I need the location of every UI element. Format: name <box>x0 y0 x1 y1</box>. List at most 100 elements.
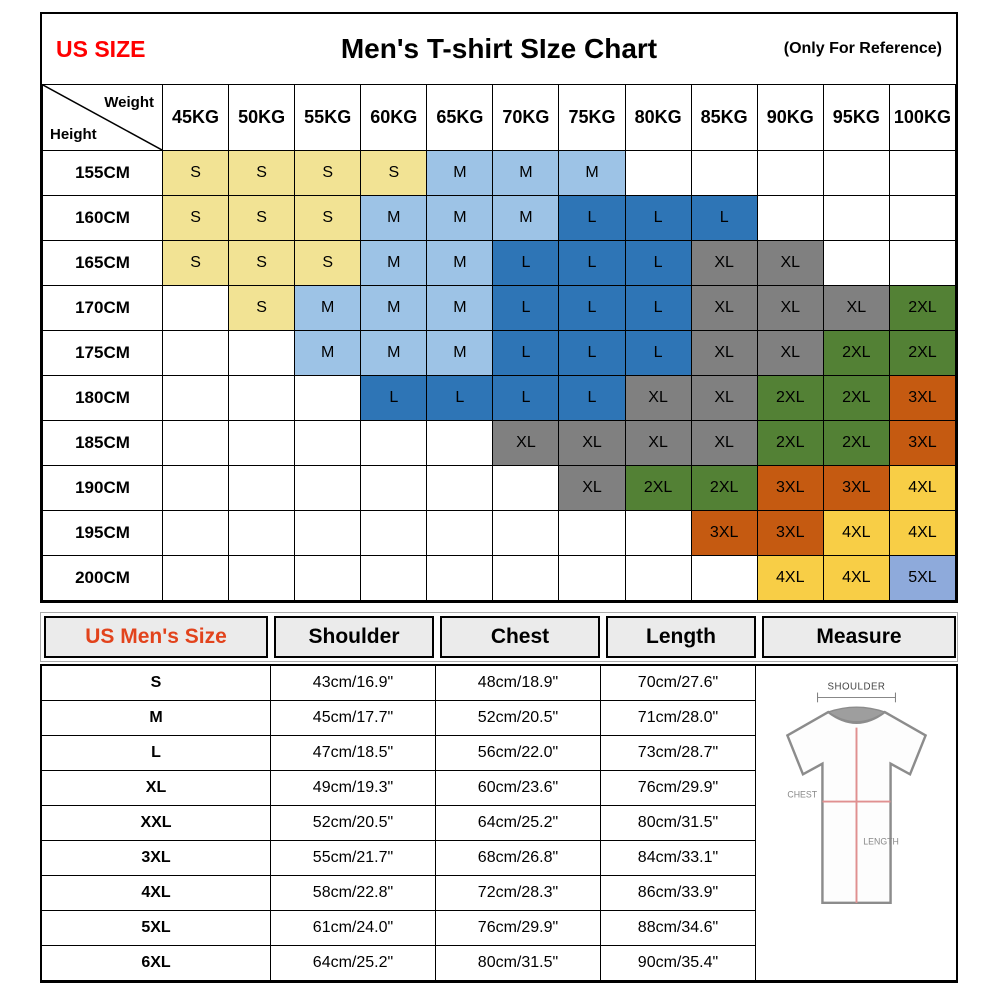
size-cell: 2XL <box>888 285 957 331</box>
size-name-cell: 6XL <box>42 946 271 981</box>
size-cell: L <box>492 330 560 376</box>
shoulder-value-cell: 43cm/16.9" <box>271 666 436 701</box>
size-name-cell: XXL <box>42 806 271 841</box>
height-row-header: 165CM <box>42 240 163 286</box>
empty-cell <box>426 420 494 466</box>
size-cell: 4XL <box>822 555 890 601</box>
empty-cell <box>426 510 494 556</box>
size-cell: M <box>426 240 494 286</box>
size-cell: M <box>360 195 428 241</box>
weight-column-header: 45KG <box>161 84 230 151</box>
empty-cell <box>756 150 824 196</box>
size-cell: L <box>426 375 494 421</box>
measure-diagram-cell: SHOULDER CHEST LENGTH <box>756 666 956 981</box>
length-value-cell: 84cm/33.1" <box>601 841 756 876</box>
length-value-cell: 71cm/28.0" <box>601 701 756 736</box>
empty-cell <box>624 150 692 196</box>
empty-cell <box>228 465 296 511</box>
size-cell: XL <box>624 420 692 466</box>
chest-value-cell: 68cm/26.8" <box>436 841 601 876</box>
weight-height-corner-cell: Weight Height <box>42 84 163 151</box>
size-cell: S <box>360 150 428 196</box>
measurement-header-row: US Men's Size Shoulder Chest Length Measure <box>40 612 958 662</box>
size-cell: L <box>492 375 560 421</box>
empty-cell <box>161 555 230 601</box>
empty-cell <box>558 510 626 556</box>
size-cell: L <box>492 285 560 331</box>
size-cell: XL <box>690 330 758 376</box>
measure-table-header: Measure <box>762 616 956 658</box>
size-cell: M <box>492 150 560 196</box>
weight-column-header: 60KG <box>360 84 428 151</box>
size-cell: M <box>426 285 494 331</box>
matrix-row: 165CM S S S M M L L L XL XL <box>42 240 957 286</box>
size-cell: XL <box>690 285 758 331</box>
height-row-header: 180CM <box>42 375 163 421</box>
tshirt-measure-diagram: SHOULDER CHEST LENGTH <box>764 677 949 969</box>
size-cell: 3XL <box>690 510 758 556</box>
empty-cell <box>426 465 494 511</box>
empty-cell <box>294 420 362 466</box>
size-cell: M <box>426 150 494 196</box>
matrix-row: 190CM XL 2XL 2XL 3XL 3XL 4XL <box>42 465 957 511</box>
size-cell: L <box>624 330 692 376</box>
height-row-header: 160CM <box>42 195 163 241</box>
size-cell: XL <box>756 330 824 376</box>
size-cell: M <box>360 285 428 331</box>
empty-cell <box>822 240 890 286</box>
size-cell: L <box>624 195 692 241</box>
matrix-row: 175CM M M M L L L XL XL 2XL 2XL <box>42 330 957 376</box>
weight-column-header: 55KG <box>294 84 362 151</box>
empty-cell <box>161 375 230 421</box>
empty-cell <box>161 510 230 556</box>
measure-table-header: US Men's Size <box>44 616 268 658</box>
empty-cell <box>360 465 428 511</box>
size-cell: 2XL <box>822 375 890 421</box>
chest-value-cell: 56cm/22.0" <box>436 736 601 771</box>
size-cell: XL <box>756 285 824 331</box>
chest-value-cell: 60cm/23.6" <box>436 771 601 806</box>
empty-cell <box>690 555 758 601</box>
empty-cell <box>690 150 758 196</box>
size-name-cell: S <box>42 666 271 701</box>
matrix-row: 185CM XL XL XL XL 2XL 2XL 3XL <box>42 420 957 466</box>
weight-column-header: 65KG <box>426 84 494 151</box>
height-row-header: 155CM <box>42 150 163 196</box>
chest-label: CHEST <box>787 790 817 800</box>
size-cell: L <box>624 240 692 286</box>
height-row-header: 200CM <box>42 555 163 601</box>
size-name-cell: 5XL <box>42 911 271 946</box>
weight-column-header: 70KG <box>492 84 560 151</box>
height-row-header: 175CM <box>42 330 163 376</box>
length-value-cell: 86cm/33.9" <box>601 876 756 911</box>
us-size-label: US SIZE <box>56 35 146 62</box>
chest-value-cell: 52cm/20.5" <box>436 701 601 736</box>
size-name-cell: 4XL <box>42 876 271 911</box>
size-cell: 2XL <box>822 330 890 376</box>
length-value-cell: 76cm/29.9" <box>601 771 756 806</box>
length-label: LENGTH <box>863 836 899 846</box>
size-cell: 4XL <box>822 510 890 556</box>
shoulder-value-cell: 52cm/20.5" <box>271 806 436 841</box>
shoulder-label: SHOULDER <box>827 682 885 693</box>
matrix-row: 200CM 4XL 4XL 5XL <box>42 555 957 601</box>
size-cell: S <box>294 150 362 196</box>
weight-column-header: 90KG <box>756 84 824 151</box>
length-value-cell: 80cm/31.5" <box>601 806 756 841</box>
empty-cell <box>161 285 230 331</box>
size-cell: XL <box>756 240 824 286</box>
size-cell: 4XL <box>888 465 957 511</box>
size-cell: 3XL <box>822 465 890 511</box>
empty-cell <box>624 555 692 601</box>
empty-cell <box>624 510 692 556</box>
empty-cell <box>228 555 296 601</box>
empty-cell <box>888 240 957 286</box>
size-cell: 3XL <box>756 465 824 511</box>
size-cell: 4XL <box>756 555 824 601</box>
size-cell: L <box>360 375 428 421</box>
size-cell: M <box>360 240 428 286</box>
size-cell: M <box>360 330 428 376</box>
matrix-row: 160CM S S S M M M L L L <box>42 195 957 241</box>
size-cell: XL <box>558 420 626 466</box>
matrix-row: 155CM S S S S M M M <box>42 150 957 196</box>
